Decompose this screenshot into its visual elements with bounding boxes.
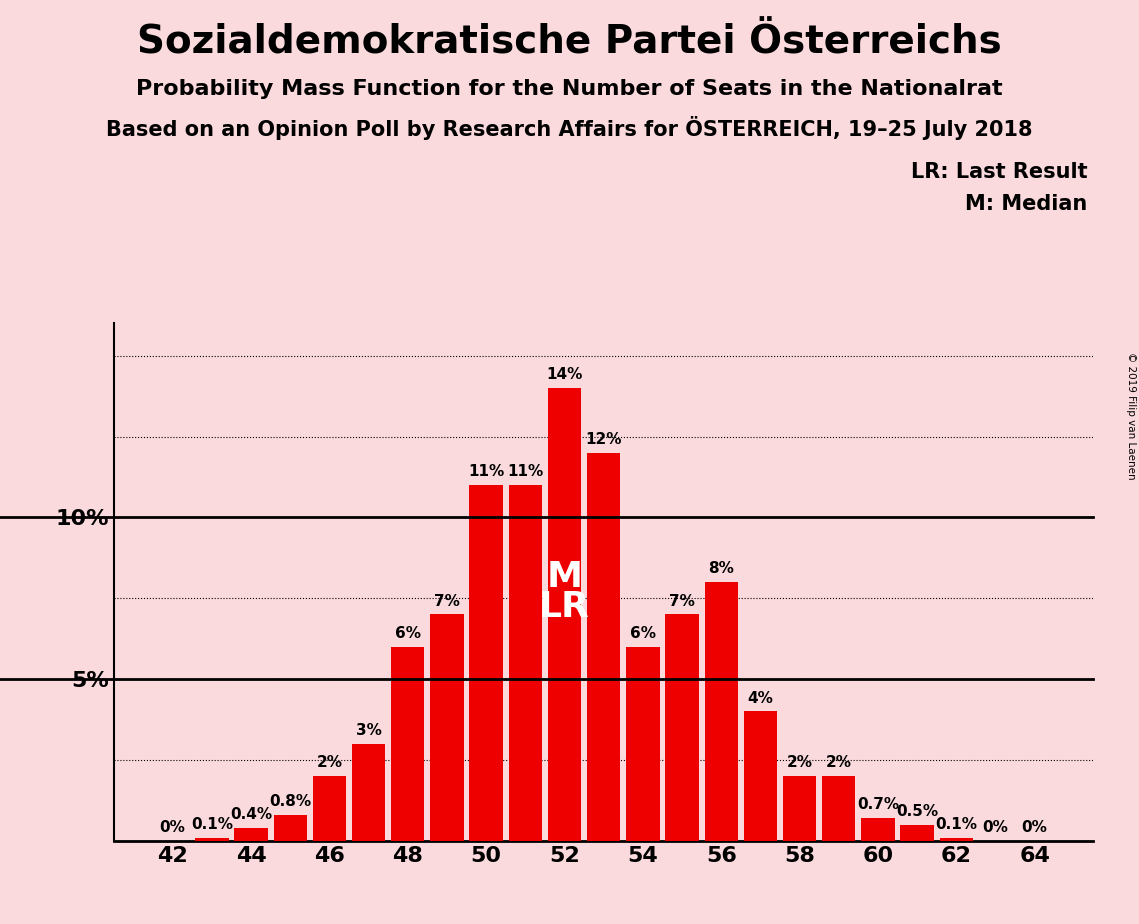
- Text: 6%: 6%: [395, 626, 420, 641]
- Text: 8%: 8%: [708, 561, 735, 577]
- Text: 11%: 11%: [468, 464, 505, 480]
- Bar: [626, 647, 659, 841]
- Text: 4%: 4%: [747, 690, 773, 706]
- Bar: [391, 647, 425, 841]
- Text: M: Median: M: Median: [966, 194, 1088, 214]
- Text: LR: Last Result: LR: Last Result: [911, 162, 1088, 182]
- Text: 2%: 2%: [826, 755, 852, 771]
- Text: 0%: 0%: [983, 820, 1008, 835]
- Bar: [469, 485, 502, 841]
- Bar: [705, 582, 738, 841]
- Bar: [861, 819, 894, 841]
- Text: 6%: 6%: [630, 626, 656, 641]
- Text: 0.8%: 0.8%: [269, 794, 311, 809]
- Bar: [744, 711, 777, 841]
- Text: 0%: 0%: [159, 820, 186, 835]
- Text: 0.4%: 0.4%: [230, 807, 272, 822]
- Text: 0%: 0%: [1022, 820, 1048, 835]
- Bar: [235, 828, 268, 841]
- Bar: [195, 837, 229, 841]
- Text: 14%: 14%: [547, 367, 583, 383]
- Text: 11%: 11%: [507, 464, 543, 480]
- Text: 2%: 2%: [787, 755, 812, 771]
- Text: 12%: 12%: [585, 432, 622, 447]
- Bar: [273, 815, 306, 841]
- Bar: [665, 614, 698, 841]
- Text: 3%: 3%: [355, 723, 382, 738]
- Text: 0.7%: 0.7%: [857, 797, 899, 812]
- Text: 0.1%: 0.1%: [935, 817, 977, 832]
- Bar: [431, 614, 464, 841]
- Text: 0.5%: 0.5%: [896, 804, 939, 819]
- Text: Based on an Opinion Poll by Research Affairs for ÖSTERREICH, 19–25 July 2018: Based on an Opinion Poll by Research Aff…: [106, 116, 1033, 140]
- Text: 0.1%: 0.1%: [191, 817, 232, 832]
- Text: Sozialdemokratische Partei Österreichs: Sozialdemokratische Partei Österreichs: [137, 23, 1002, 61]
- Text: M
LR: M LR: [539, 560, 590, 624]
- Bar: [782, 776, 817, 841]
- Text: © 2019 Filip van Laenen: © 2019 Filip van Laenen: [1126, 352, 1136, 480]
- Text: Probability Mass Function for the Number of Seats in the Nationalrat: Probability Mass Function for the Number…: [137, 79, 1002, 99]
- Bar: [509, 485, 542, 841]
- Text: 7%: 7%: [669, 593, 695, 609]
- Text: 7%: 7%: [434, 593, 460, 609]
- Bar: [313, 776, 346, 841]
- Bar: [822, 776, 855, 841]
- Bar: [901, 824, 934, 841]
- Bar: [548, 388, 581, 841]
- Bar: [352, 744, 385, 841]
- Text: 2%: 2%: [317, 755, 343, 771]
- Bar: [940, 837, 973, 841]
- Bar: [587, 453, 621, 841]
